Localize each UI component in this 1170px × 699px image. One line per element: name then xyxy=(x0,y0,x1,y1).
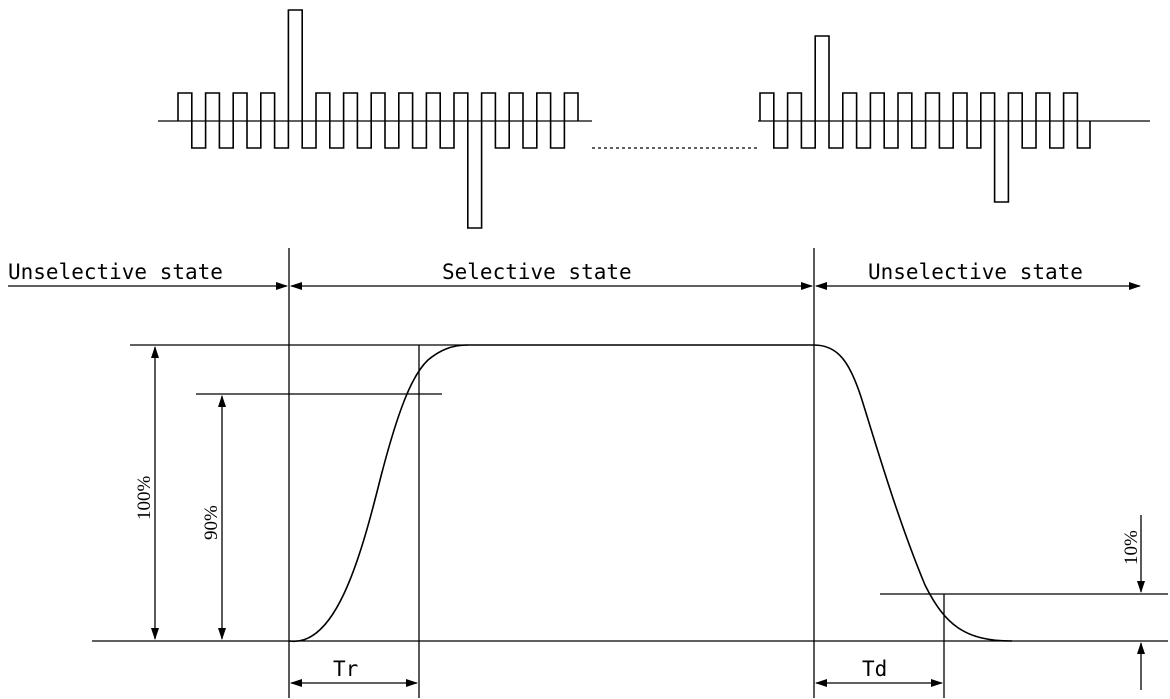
tr-label: Tr xyxy=(333,657,358,681)
drive-waveform-left xyxy=(177,9,579,229)
pct-90-label: 90% xyxy=(201,505,222,540)
unselective-state-left-label: Unselective state xyxy=(8,260,223,284)
selective-state-label: Selective state xyxy=(442,260,632,284)
drive-waveform-right xyxy=(759,35,1091,203)
optical-response-curve xyxy=(288,344,1013,642)
unselective-state-right-label: Unselective state xyxy=(868,260,1083,284)
pct-10-label: 10% xyxy=(1121,530,1142,565)
td-label: Td xyxy=(862,657,887,681)
pct-100-label: 100% xyxy=(134,476,155,521)
